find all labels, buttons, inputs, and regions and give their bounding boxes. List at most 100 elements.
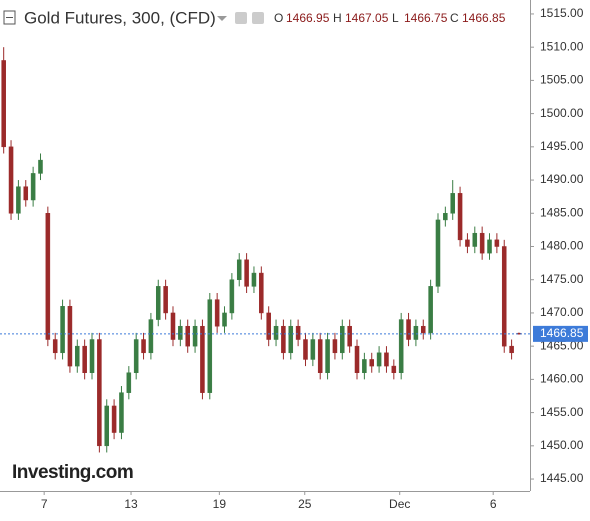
candle-body xyxy=(450,193,455,214)
collapse-icon[interactable] xyxy=(3,10,16,25)
candle-body xyxy=(317,339,323,373)
candle-body xyxy=(288,325,294,354)
y-tick-label: 1485.00 xyxy=(540,205,584,219)
x-tick-label: 19 xyxy=(213,497,227,511)
ohlc-label: O xyxy=(274,11,283,25)
candle-body xyxy=(38,159,43,174)
ohlc-label: C xyxy=(450,11,459,25)
x-tick-label: 6 xyxy=(490,497,497,511)
ohlc-label: H xyxy=(333,11,342,25)
chart-title: Gold Futures, 300, (CFD) xyxy=(24,8,216,27)
candle-body xyxy=(104,405,110,447)
candle-body xyxy=(251,272,257,287)
x-tick-label: 13 xyxy=(124,497,138,511)
y-tick-label: 1510.00 xyxy=(540,39,584,53)
candle-body xyxy=(406,319,411,340)
candle-body xyxy=(244,259,249,287)
y-tick-label: 1460.00 xyxy=(540,372,584,386)
x-tick-label: 7 xyxy=(41,497,48,511)
y-tick-label: 1500.00 xyxy=(540,106,584,120)
candle-body xyxy=(391,365,397,373)
candle-body xyxy=(155,286,161,320)
x-tick-label: Dec xyxy=(389,497,410,511)
ohlc-label: L xyxy=(392,11,399,25)
ohlc-value: 1466.75 xyxy=(404,11,448,25)
candle-body xyxy=(148,319,154,354)
y-tick-label: 1495.00 xyxy=(540,139,584,153)
y-tick-label: 1445.00 xyxy=(540,471,584,485)
candle-body xyxy=(479,232,485,254)
candle-body xyxy=(141,339,146,354)
settings-icon[interactable] xyxy=(252,12,264,24)
last-price-label: 1466.85 xyxy=(540,326,584,340)
candle-body xyxy=(501,246,507,347)
y-tick-label: 1505.00 xyxy=(540,73,584,87)
x-tick-label: 25 xyxy=(298,497,312,511)
candle-body xyxy=(23,186,29,201)
candle-body xyxy=(340,325,345,354)
candle-body xyxy=(119,392,124,433)
candle-body xyxy=(332,339,338,354)
candle-body xyxy=(420,325,426,334)
candle-body xyxy=(443,213,448,221)
candle-body xyxy=(266,312,271,340)
candle-body xyxy=(200,325,205,393)
candle-body xyxy=(472,232,478,247)
y-tick-label: 1470.00 xyxy=(540,305,584,319)
dropdown-icon[interactable] xyxy=(217,16,227,21)
candle-body xyxy=(82,345,87,373)
candle-body xyxy=(8,146,14,214)
ohlc-value: 1466.95 xyxy=(286,11,330,25)
candle-body xyxy=(192,325,198,347)
candle-body xyxy=(214,299,220,327)
candle-body xyxy=(413,325,419,340)
y-tick-label: 1450.00 xyxy=(540,438,584,452)
y-tick-label: 1455.00 xyxy=(540,405,584,419)
candle-body xyxy=(229,279,235,314)
candle-body xyxy=(133,339,139,373)
candle-body xyxy=(347,325,352,347)
candle-body xyxy=(354,345,360,373)
candle-body xyxy=(97,339,102,447)
candle-body xyxy=(435,219,441,287)
candle-body xyxy=(509,345,514,354)
candle-body xyxy=(178,325,183,340)
candle-body xyxy=(60,306,65,354)
ohlc-value: 1466.85 xyxy=(462,11,506,25)
y-tick-label: 1480.00 xyxy=(540,239,584,253)
candle-body xyxy=(295,325,301,340)
candle-body xyxy=(376,352,382,367)
candle-body xyxy=(362,359,367,373)
y-tick-label: 1490.00 xyxy=(540,172,584,186)
candle-body xyxy=(170,312,176,340)
last-price-tag xyxy=(533,325,588,342)
candle-body xyxy=(384,352,389,367)
candle-body xyxy=(67,306,73,367)
candle-body xyxy=(259,272,264,314)
candle-body xyxy=(163,286,168,314)
candle-body xyxy=(16,186,21,214)
candle-body xyxy=(1,60,6,148)
candle-body xyxy=(303,339,308,360)
candle-body xyxy=(273,325,279,340)
candle-body xyxy=(325,339,330,373)
candle-body xyxy=(185,325,190,347)
candle-body xyxy=(89,339,95,373)
candle-body xyxy=(111,405,117,433)
candle-body xyxy=(457,193,463,241)
candle-body xyxy=(45,213,51,340)
candle-body xyxy=(369,359,375,367)
eye-icon[interactable] xyxy=(235,12,247,24)
candle-body xyxy=(30,173,36,201)
candle-body xyxy=(310,339,316,360)
candle-body xyxy=(75,345,80,367)
candle-body xyxy=(207,299,213,393)
ohlc-value: 1467.05 xyxy=(345,11,389,25)
candle-body xyxy=(52,339,58,354)
y-tick-label: 1515.00 xyxy=(540,6,584,20)
y-tick-label: 1475.00 xyxy=(540,272,584,286)
candle-body xyxy=(487,239,492,254)
